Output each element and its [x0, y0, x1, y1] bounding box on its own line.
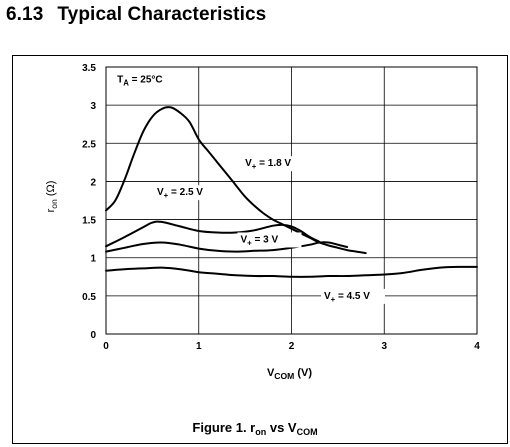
- series-label-bg: [320, 288, 385, 304]
- caption-sub-com: COM: [296, 427, 318, 437]
- section-title: 6.13 Typical Characteristics: [6, 4, 266, 26]
- figure-frame: [12, 55, 508, 444]
- x-axis-label: VCOM (V): [267, 367, 312, 381]
- series-line: [105, 241, 349, 253]
- x-tick-label: 1: [196, 341, 202, 352]
- section-heading: Typical Characteristics: [57, 4, 267, 25]
- y-tick-label: 0: [90, 330, 96, 341]
- series-line: [105, 265, 478, 278]
- x-tick-label: 3: [381, 341, 387, 352]
- y-axis-label: ron (Ω): [45, 181, 59, 213]
- y-tick-label: 2: [90, 177, 96, 188]
- series-line: [105, 106, 367, 255]
- figure-caption: Figure 1. ron vs VCOM: [0, 420, 510, 437]
- series-label: V+ = 2.5 V: [157, 187, 203, 200]
- series-label: V+ = 4.5 V: [324, 291, 370, 304]
- y-tick-label: 0.5: [82, 292, 96, 303]
- x-tick-label: 2: [289, 341, 295, 352]
- series-label: V+ = 1.8 V: [245, 158, 291, 171]
- series-label-bg: [237, 232, 302, 248]
- series-label-bg: [154, 185, 219, 201]
- caption-prefix: Figure 1. r: [192, 420, 256, 435]
- series-line: [105, 220, 321, 248]
- y-tick-label: 2.5: [82, 139, 96, 150]
- caption-mid: vs V: [266, 420, 297, 435]
- plot-area-border: [105, 66, 478, 335]
- x-tick-label: 4: [474, 341, 480, 352]
- y-tick-label: 3.5: [82, 63, 96, 74]
- y-tick-label: 3: [90, 101, 96, 112]
- series-label-bg: [242, 156, 307, 172]
- caption-sub-on: on: [255, 427, 267, 437]
- section-number: 6.13: [6, 4, 44, 25]
- y-tick-label: 1.5: [82, 216, 96, 227]
- y-tick-label: 1: [90, 254, 96, 265]
- temperature-annotation: TA = 25°C: [117, 74, 163, 87]
- annotation-bg: [114, 72, 177, 88]
- series-label: V+ = 3 V: [240, 234, 278, 247]
- x-tick-label: 0: [103, 341, 109, 352]
